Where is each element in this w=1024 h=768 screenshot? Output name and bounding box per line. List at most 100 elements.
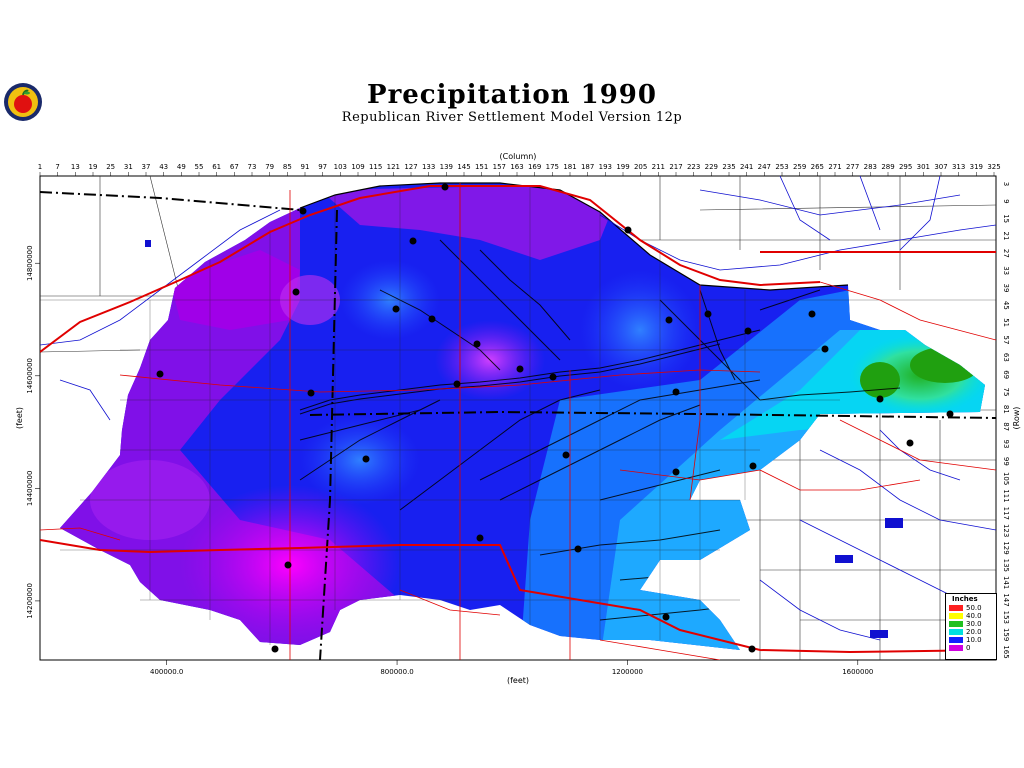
legend-swatch <box>949 613 963 619</box>
column-axis-label: (Column) <box>500 152 537 161</box>
column-tick: 295 <box>899 163 912 171</box>
column-tick: 1 <box>38 163 42 171</box>
y-tick: 14200000 <box>26 583 34 619</box>
row-tick: 63 <box>1002 353 1010 362</box>
column-tick: 139 <box>440 163 453 171</box>
column-tick: 247 <box>758 163 771 171</box>
column-tick: 7 <box>55 163 59 171</box>
column-tick: 121 <box>387 163 400 171</box>
x-tick: 1600000 <box>842 668 873 676</box>
row-tick: 87 <box>1002 422 1010 431</box>
column-tick: 43 <box>159 163 168 171</box>
column-tick: 103 <box>334 163 347 171</box>
column-tick: 181 <box>563 163 576 171</box>
column-tick: 163 <box>510 163 523 171</box>
row-tick: 75 <box>1002 388 1010 397</box>
column-tick: 283 <box>864 163 877 171</box>
row-tick: 27 <box>1002 249 1010 258</box>
column-tick: 307 <box>934 163 947 171</box>
column-tick: 277 <box>846 163 859 171</box>
column-tick: 157 <box>493 163 506 171</box>
legend-label: 30.0 <box>966 620 982 628</box>
y-tick: 14800000 <box>26 245 34 281</box>
row-tick: 135 <box>1002 559 1010 572</box>
column-tick: 61 <box>212 163 221 171</box>
row-tick-labels: 3915212733394551576369758187939910511111… <box>1002 182 1010 659</box>
column-tick: 73 <box>248 163 257 171</box>
legend-label: 0 <box>966 644 971 652</box>
rivers <box>40 176 996 641</box>
column-tick: 235 <box>722 163 735 171</box>
row-tick: 141 <box>1002 576 1010 589</box>
column-tick: 79 <box>265 163 274 171</box>
legend-label: 40.0 <box>966 612 982 620</box>
row-tick: 69 <box>1002 370 1010 379</box>
row-tick: 123 <box>1002 524 1010 537</box>
legend-swatch <box>949 629 963 635</box>
row-tick: 105 <box>1002 472 1010 485</box>
column-tick: 175 <box>546 163 559 171</box>
row-tick: 99 <box>1002 457 1010 466</box>
column-tick: 319 <box>970 163 983 171</box>
column-tick: 325 <box>987 163 1000 171</box>
column-tick: 169 <box>528 163 541 171</box>
page-subtitle: Republican River Settlement Model Versio… <box>341 110 683 125</box>
column-tick: 301 <box>917 163 930 171</box>
x-tick: 800000.0 <box>380 668 413 676</box>
column-tick: 109 <box>351 163 364 171</box>
legend-swatch <box>949 605 963 611</box>
column-tick: 145 <box>457 163 470 171</box>
column-tick: 55 <box>195 163 204 171</box>
column-tick: 127 <box>404 163 417 171</box>
x-axis-label: (feet) <box>507 676 529 685</box>
column-tick: 151 <box>475 163 488 171</box>
column-tick: 199 <box>616 163 629 171</box>
row-tick: 129 <box>1002 541 1010 554</box>
column-tick: 193 <box>599 163 612 171</box>
legend-label: 10.0 <box>966 636 982 644</box>
row-tick: 45 <box>1002 301 1010 310</box>
column-tick: 217 <box>669 163 682 171</box>
row-tick: 15 <box>1002 214 1010 223</box>
y-axis-label: (feet) <box>15 407 24 429</box>
column-tick-labels: 1 7 13 19 25 31 37 43 49 55 61 67 73 79 85 91 97 103 109 11… <box>38 163 1001 176</box>
column-tick: 229 <box>705 163 718 171</box>
legend-entry: 30.0 <box>946 620 996 628</box>
column-tick: 91 <box>301 163 310 171</box>
x-tick: 1200000 <box>612 668 643 676</box>
x-tick-labels: 400000.0 800000.0 1200000 1600000 <box>150 660 873 676</box>
legend-swatch <box>949 621 963 627</box>
legend-label: 20.0 <box>966 628 982 636</box>
column-tick: 85 <box>283 163 292 171</box>
row-tick: 57 <box>1002 336 1010 345</box>
column-tick: 205 <box>634 163 647 171</box>
row-tick: 39 <box>1002 284 1010 293</box>
column-tick: 211 <box>652 163 665 171</box>
legend-entry: 10.0 <box>946 636 996 644</box>
row-tick: 51 <box>1002 318 1010 327</box>
row-tick: 93 <box>1002 440 1010 449</box>
row-tick: 147 <box>1002 593 1010 606</box>
legend-entry: 50.0 <box>946 604 996 612</box>
row-tick: 81 <box>1002 405 1010 414</box>
column-tick: 133 <box>422 163 435 171</box>
station-points <box>156 183 954 653</box>
row-tick: 117 <box>1002 507 1010 520</box>
legend-entry: 40.0 <box>946 612 996 620</box>
x-tick: 400000.0 <box>150 668 183 676</box>
row-tick: 21 <box>1002 232 1010 241</box>
legend-entry: 20.0 <box>946 628 996 636</box>
legend-entry: 0 <box>946 644 996 652</box>
county-boundaries <box>40 176 996 660</box>
roads <box>40 183 996 660</box>
column-tick: 241 <box>740 163 753 171</box>
legend-swatch <box>949 645 963 651</box>
column-tick: 253 <box>775 163 788 171</box>
row-tick: 165 <box>1002 645 1010 658</box>
row-tick: 159 <box>1002 628 1010 641</box>
column-tick: 97 <box>318 163 327 171</box>
row-tick: 9 <box>1002 199 1010 203</box>
column-tick: 19 <box>89 163 98 171</box>
apple-seal-icon <box>3 82 43 122</box>
page-title: Precipitation 1990 <box>367 80 657 110</box>
